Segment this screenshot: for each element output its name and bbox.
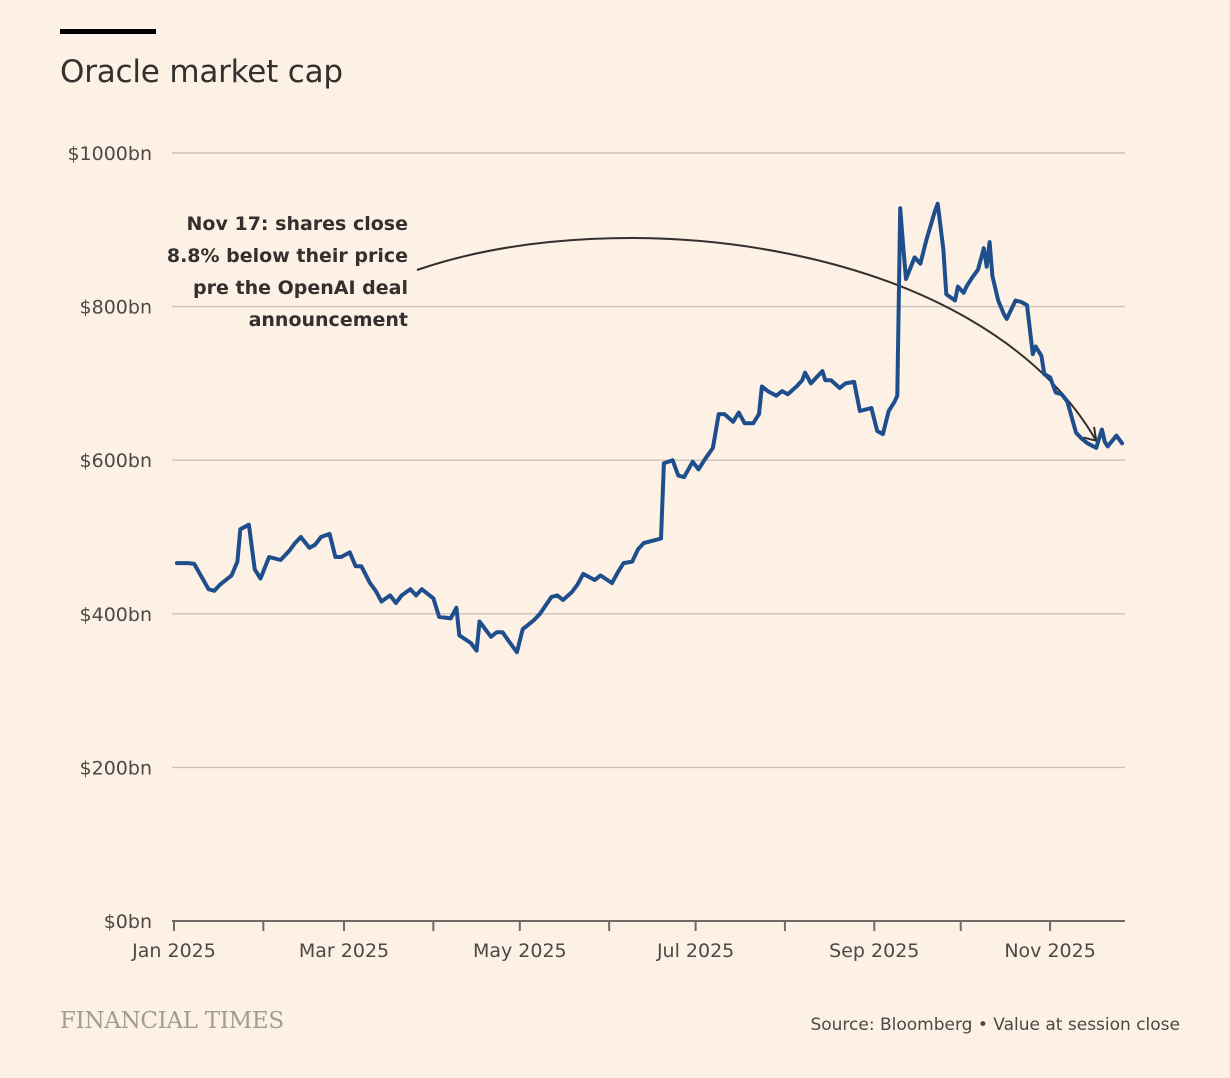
annotation-arrowhead xyxy=(1083,426,1098,442)
annotation-text: announcement xyxy=(249,309,408,331)
series-layer xyxy=(174,201,1125,655)
axis-layer: $0bn $200bn $400bn $600bn $800bn $1000bn Jan 2… xyxy=(67,143,1125,962)
y-tick-label: $1000bn xyxy=(67,143,152,165)
y-tick-label: $400bn xyxy=(80,604,152,626)
source-note: Source: Bloomberg • Value at session clo… xyxy=(810,1015,1180,1035)
annotation-arrow xyxy=(416,237,1098,442)
chart-title: Oracle market cap xyxy=(60,54,343,90)
annotation-text: pre the OpenAI deal xyxy=(193,277,408,299)
ft-logo: FINANCIAL TIMES xyxy=(60,1008,284,1034)
y-tick-label: $0bn xyxy=(104,911,152,933)
x-tick-label: Sep 2025 xyxy=(829,940,919,962)
annotation-text: 8.8% below their price xyxy=(167,245,408,267)
x-tick-label: Jan 2025 xyxy=(131,940,216,962)
annotation-text: Nov 17: shares close xyxy=(187,213,408,235)
x-tick-label: Nov 2025 xyxy=(1004,940,1095,962)
y-tick-label: $200bn xyxy=(80,757,152,779)
annotation-layer: Nov 17: shares close 8.8% below their pri… xyxy=(167,213,1098,442)
x-tick-label: Jul 2025 xyxy=(656,940,734,962)
top-rule xyxy=(60,29,156,34)
y-tick-label: $800bn xyxy=(80,297,152,319)
x-tick-label: Mar 2025 xyxy=(299,940,389,962)
x-tick-label: May 2025 xyxy=(473,940,567,962)
series-line xyxy=(174,201,1125,655)
y-tick-label: $600bn xyxy=(80,450,152,472)
grid-layer xyxy=(172,152,1125,769)
